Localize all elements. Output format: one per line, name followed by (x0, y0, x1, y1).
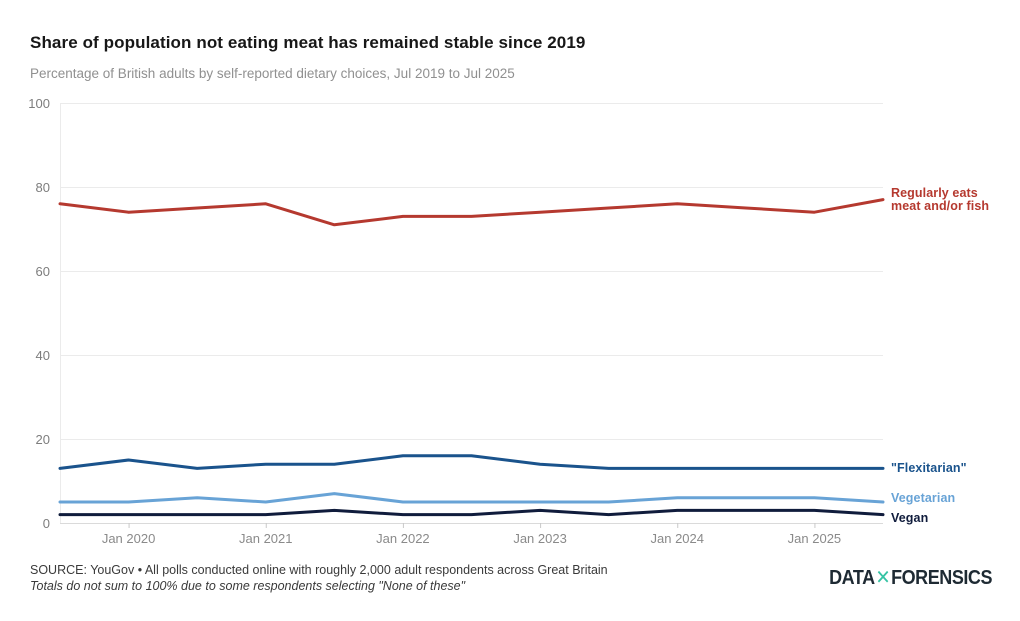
chart-title: Share of population not eating meat has … (30, 33, 586, 52)
x-axis-tick-label: Jan 2024 (650, 531, 705, 546)
x-axis-tick-label: Jan 2023 (513, 531, 567, 546)
series-label--flexitarian-: "Flexitarian" (891, 460, 967, 475)
y-axis-tick-label: 80 (35, 180, 50, 195)
series-label-line: Regularly eats (891, 185, 978, 200)
chart-subtitle: Percentage of British adults by self-rep… (30, 66, 515, 81)
x-axis-tick-label: Jan 2020 (101, 531, 156, 546)
x-axis-tick-label: Jan 2025 (787, 531, 842, 546)
series-label-vegan: Vegan (891, 512, 928, 525)
logo-x-icon: ✕ (875, 567, 891, 589)
series-line-regularly-eats-meat-and-or-fish (58, 198, 885, 227)
series-line--flexitarian- (58, 454, 885, 470)
y-axis-tick-label: 40 (35, 348, 50, 363)
y-axis-tick-label: 20 (35, 432, 50, 447)
logo-text-forensics: FORENSICS (891, 567, 992, 589)
series-label-line: meat and/or fish (891, 198, 990, 213)
y-axis-tick-label: 100 (28, 96, 50, 111)
y-axis-tick-label: 0 (42, 516, 50, 531)
series-label-line: "Flexitarian" (891, 460, 967, 475)
x-axis-tick-label: Jan 2021 (239, 531, 293, 546)
footnote: Totals do not sum to 100% due to some re… (30, 579, 466, 593)
series-label-regularly-eats-meat-and-or-fish: Regularly eats meat and/or fish (891, 185, 990, 213)
series-label-line: Vegetarian (891, 490, 956, 505)
series-label-line: Vegan (891, 511, 929, 526)
y-axis-tick-label: 60 (35, 264, 50, 279)
series-line-vegan (58, 508, 885, 517)
source-note: SOURCE: YouGov • All polls conducted onl… (30, 563, 608, 577)
logo-text-data: DATA (829, 567, 875, 589)
x-axis-tick-label: Jan 2022 (376, 531, 430, 546)
brand-logo: DATA✕FORENSICS (829, 565, 992, 590)
series-label-vegetarian: Vegetarian (891, 490, 956, 505)
series-line-vegetarian (58, 492, 885, 504)
